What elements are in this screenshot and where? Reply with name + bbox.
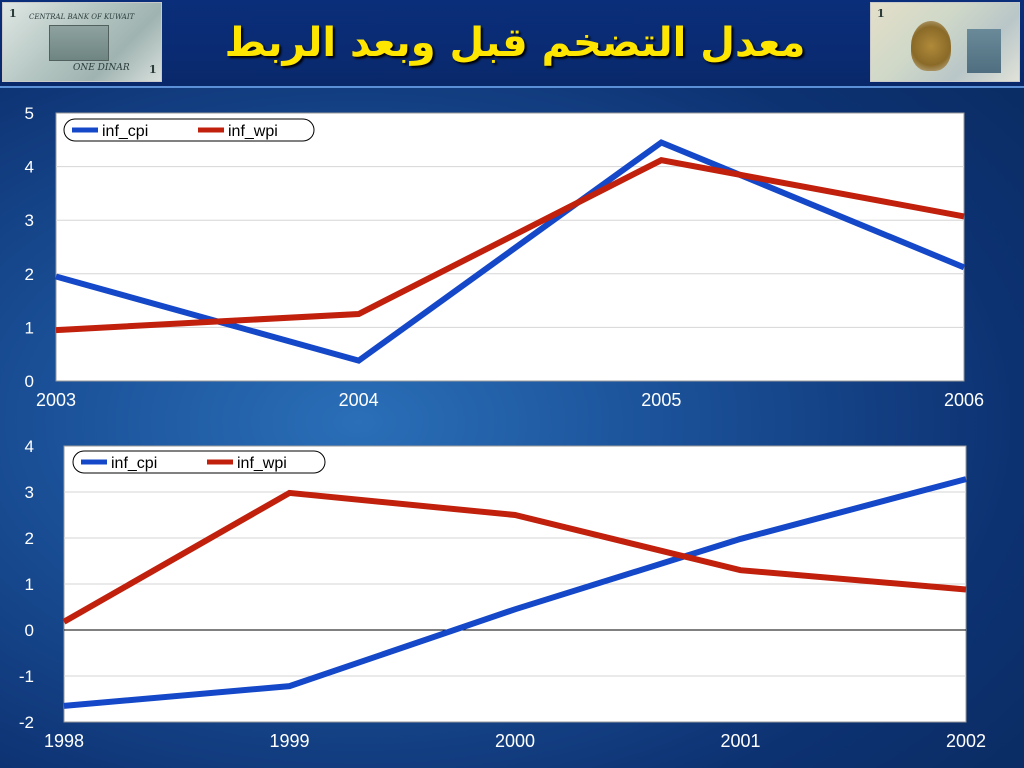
legend-1: inf_cpi inf_wpi bbox=[63, 118, 315, 142]
y-tick-label: 2 bbox=[25, 529, 34, 548]
banknote-numeral-left-2: 1 bbox=[149, 63, 157, 76]
x-tick-label: 2000 bbox=[495, 731, 535, 751]
y-tick-label: 5 bbox=[25, 104, 34, 123]
banknote-building-graphic bbox=[49, 25, 109, 61]
banknote-numeral-left: 1 bbox=[9, 7, 17, 20]
y-tick-label: 1 bbox=[25, 575, 34, 594]
banknote-bank-name: CENTRAL BANK OF KUWAIT bbox=[29, 13, 135, 21]
y-tick-label: -2 bbox=[19, 713, 34, 732]
x-tick-label: 1998 bbox=[44, 731, 84, 751]
y-tick-label: 0 bbox=[25, 372, 34, 391]
legend-box bbox=[72, 450, 326, 474]
x-tick-label: 2004 bbox=[339, 390, 379, 410]
x-tick-label: 2002 bbox=[946, 731, 986, 751]
series-line-inf-wpi bbox=[55, 157, 965, 334]
y-tick-label: 4 bbox=[25, 437, 34, 456]
legend-label-inf-wpi: inf_wpi bbox=[237, 455, 287, 472]
banknote-emblem-graphic bbox=[911, 21, 951, 71]
y-tick-label: 0 bbox=[25, 621, 34, 640]
y-tick-label: 4 bbox=[25, 158, 34, 177]
x-tick-label: 2001 bbox=[720, 731, 760, 751]
y-tick-label: 3 bbox=[25, 483, 34, 502]
banknote-image-left: 1 CENTRAL BANK OF KUWAIT ONE DINAR 1 bbox=[2, 2, 162, 82]
x-tick-label: 2005 bbox=[641, 390, 681, 410]
banknote-tower-graphic bbox=[967, 29, 1001, 73]
legend-2: inf_cpi inf_wpi bbox=[72, 450, 326, 474]
banknote-numeral-right: 1 bbox=[877, 7, 885, 20]
slide-title: معدل التضخم قبل وبعد الربط bbox=[224, 20, 806, 66]
y-tick-label: -1 bbox=[19, 667, 34, 686]
chart-1: 0 1 2 3 4 5 2003 2004 2005 2006 inf_cpi inf_wpi bbox=[25, 104, 984, 410]
banknote-denomination: ONE DINAR bbox=[73, 63, 130, 73]
x-tick-label: 2003 bbox=[36, 390, 76, 410]
banknote-image-right: 1 bbox=[870, 2, 1020, 82]
legend-box bbox=[63, 118, 315, 142]
legend-label-inf-wpi: inf_wpi bbox=[228, 123, 278, 140]
title-bar: 1 CENTRAL BANK OF KUWAIT ONE DINAR 1 معد… bbox=[0, 0, 1024, 88]
x-tick-label: 2006 bbox=[944, 390, 984, 410]
legend-label-inf-cpi: inf_cpi bbox=[111, 455, 157, 472]
y-tick-label: 1 bbox=[25, 318, 34, 337]
y-tick-label: 3 bbox=[25, 211, 34, 230]
y-tick-label: 2 bbox=[25, 265, 34, 284]
series-line-inf-cpi bbox=[55, 139, 966, 364]
legend-label-inf-cpi: inf_cpi bbox=[102, 123, 148, 140]
x-tick-label: 1999 bbox=[269, 731, 309, 751]
plot-area-1 bbox=[55, 112, 965, 382]
